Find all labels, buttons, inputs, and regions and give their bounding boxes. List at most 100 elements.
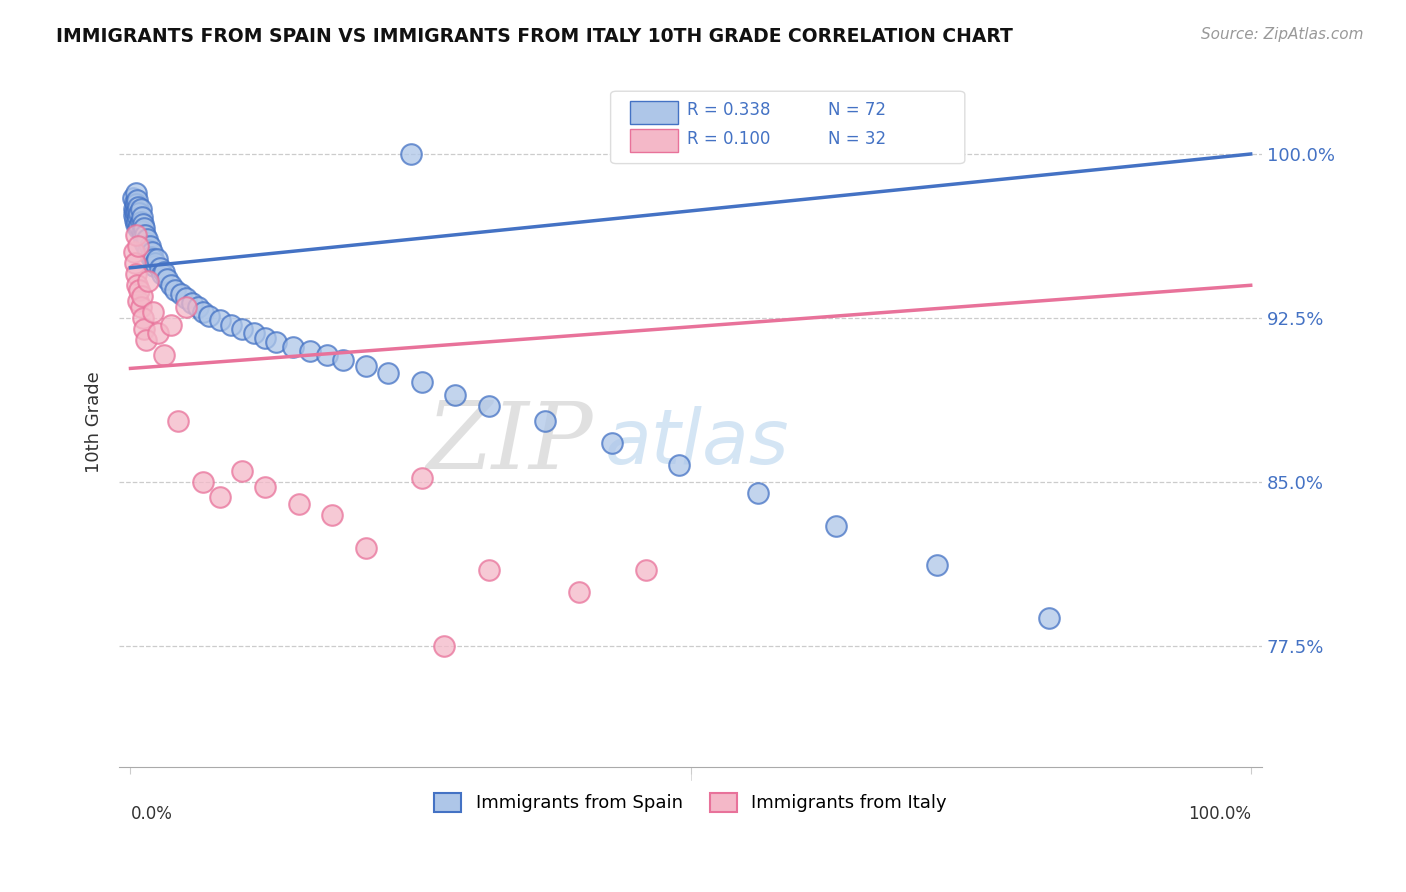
Point [128, 283, 150, 297]
Point [124, 195, 146, 210]
FancyBboxPatch shape [610, 91, 965, 163]
Point [1038, 611, 1060, 625]
Text: ZIP: ZIP [427, 398, 593, 488]
Point [298, 343, 321, 358]
Point [127, 193, 149, 207]
Text: Source: ZipAtlas.com: Source: ZipAtlas.com [1201, 27, 1364, 42]
Point [138, 274, 160, 288]
Text: IMMIGRANTS FROM SPAIN VS IMMIGRANTS FROM ITALY 10TH GRADE CORRELATION CHART: IMMIGRANTS FROM SPAIN VS IMMIGRANTS FROM… [56, 27, 1014, 45]
Point [125, 227, 148, 242]
Point [125, 268, 148, 282]
Point [143, 259, 166, 273]
Point [181, 295, 204, 310]
Point [135, 333, 157, 347]
Point [478, 563, 501, 577]
Point [264, 335, 287, 350]
Point [131, 224, 153, 238]
Point [143, 256, 166, 270]
Point [242, 326, 264, 341]
Point [221, 318, 243, 332]
Point [600, 435, 623, 450]
Point [166, 414, 188, 428]
Y-axis label: 10th Grade: 10th Grade [86, 371, 103, 473]
Point [136, 232, 159, 246]
Point [148, 326, 170, 341]
Point [138, 239, 160, 253]
Point [176, 300, 198, 314]
Point [193, 475, 215, 490]
Point [129, 300, 152, 314]
Point [231, 322, 253, 336]
Point [198, 309, 221, 323]
Point [139, 250, 162, 264]
Point [153, 265, 176, 279]
Point [159, 318, 181, 332]
Point [534, 414, 557, 428]
Point [176, 292, 198, 306]
Point [399, 147, 422, 161]
Point [187, 300, 209, 314]
Point [132, 322, 155, 336]
Point [315, 348, 337, 362]
Point [634, 563, 657, 577]
Point [121, 191, 143, 205]
Bar [630, 129, 678, 152]
Point [231, 464, 253, 478]
Text: 100.0%: 100.0% [1188, 805, 1251, 823]
Point [127, 278, 149, 293]
Point [668, 458, 690, 472]
Point [354, 359, 377, 374]
Point [131, 211, 153, 225]
Point [142, 252, 165, 266]
Point [150, 268, 173, 282]
Point [253, 479, 276, 493]
Point [141, 245, 163, 260]
Point [747, 486, 769, 500]
Point [129, 215, 152, 229]
Point [411, 375, 433, 389]
Point [332, 352, 354, 367]
Point [132, 311, 155, 326]
Point [132, 221, 155, 235]
Point [209, 313, 232, 327]
Point [287, 497, 309, 511]
Point [127, 221, 149, 235]
Point [321, 508, 343, 522]
Point [925, 558, 948, 573]
Point [281, 339, 304, 353]
Point [132, 235, 155, 249]
Point [567, 584, 589, 599]
Point [411, 471, 433, 485]
Point [131, 289, 153, 303]
Point [142, 304, 165, 318]
Text: N = 32: N = 32 [828, 130, 886, 148]
Point [127, 293, 149, 308]
Point [129, 202, 152, 216]
Point [125, 217, 148, 231]
Point [125, 197, 148, 211]
Point [122, 202, 145, 216]
Point [132, 227, 155, 242]
Point [253, 331, 276, 345]
Point [153, 348, 176, 362]
Point [444, 387, 467, 401]
Point [134, 227, 156, 242]
Point [170, 287, 193, 301]
Point [354, 541, 377, 555]
Point [193, 304, 215, 318]
Point [124, 256, 146, 270]
Point [127, 203, 149, 218]
Point [159, 278, 181, 293]
Point [125, 206, 148, 220]
Point [165, 283, 187, 297]
Text: R = 0.100: R = 0.100 [688, 130, 770, 148]
Point [128, 219, 150, 234]
Text: 0.0%: 0.0% [131, 805, 173, 823]
Point [209, 491, 232, 505]
Text: atlas: atlas [605, 406, 789, 480]
Point [127, 211, 149, 225]
Point [135, 239, 157, 253]
Point [127, 239, 149, 253]
Point [149, 260, 172, 275]
Legend: Immigrants from Spain, Immigrants from Italy: Immigrants from Spain, Immigrants from I… [427, 786, 955, 820]
